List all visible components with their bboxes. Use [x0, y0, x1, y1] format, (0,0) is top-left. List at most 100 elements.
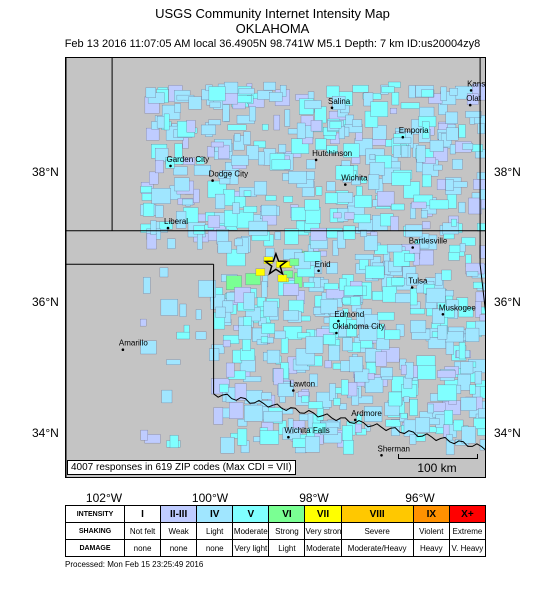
- zip-cell: [297, 332, 311, 339]
- zip-cell: [296, 122, 306, 139]
- zip-cell: [444, 410, 453, 425]
- zip-cell: [393, 137, 412, 144]
- zip-cell: [400, 364, 407, 375]
- zip-cell: [372, 125, 387, 140]
- zip-cell: [220, 437, 235, 454]
- zip-cell: [329, 121, 342, 129]
- zip-cell: [343, 225, 356, 240]
- zip-cell: [310, 227, 327, 241]
- zip-cell: [165, 159, 175, 169]
- zip-cell: [323, 334, 336, 345]
- zip-cell: [147, 92, 165, 104]
- zip-cell: [140, 318, 147, 327]
- zip-cell: [475, 301, 482, 318]
- zip-cell: [224, 210, 238, 227]
- city-marker: Sherman: [378, 444, 410, 457]
- zip-cell: [422, 221, 431, 229]
- legend-damage-cell: none: [196, 539, 234, 557]
- zip-cell: [242, 338, 251, 351]
- zip-cell: [304, 100, 322, 109]
- city-marker: Lawton: [289, 380, 315, 392]
- zip-cell: [368, 174, 380, 190]
- zip-cell: [332, 96, 346, 110]
- zip-cell: [161, 389, 173, 404]
- legend-row-header: SHAKING: [65, 522, 125, 540]
- city-label: Garden City: [167, 155, 210, 164]
- city-marker: Bartlesville: [409, 237, 448, 249]
- zip-cell: [243, 131, 251, 145]
- zip-cell: [365, 265, 385, 279]
- legend-shaking-cell: Very strong: [304, 522, 342, 540]
- legend-intensity-cell: VII: [304, 505, 342, 523]
- zip-cell: [354, 423, 362, 433]
- zip-cell: [309, 373, 318, 387]
- zip-cell: [324, 360, 332, 369]
- zip-cell: [208, 86, 226, 102]
- city-dot: [337, 319, 340, 323]
- zip-cell: [273, 368, 284, 386]
- zip-cell: [237, 428, 248, 446]
- zip-cell: [429, 140, 444, 152]
- zip-cell: [231, 155, 249, 166]
- zip-cell: [363, 92, 374, 107]
- zip-cell: [385, 419, 401, 427]
- zip-cell: [218, 172, 231, 179]
- city-dot: [469, 89, 473, 92]
- lat-label-36-right: 36°N: [494, 295, 521, 309]
- intensity-map[interactable]: Salina Emporia Kansas Olat Hutchinson Garden …: [65, 57, 486, 478]
- zip-cell: [155, 160, 164, 174]
- zip-cell: [160, 299, 178, 316]
- legend-intensity-cell: VIII: [340, 505, 414, 523]
- zip-cell: [283, 310, 299, 321]
- zip-cell: [352, 85, 369, 93]
- zip-cell: [269, 92, 283, 102]
- zip-cell: [343, 440, 354, 455]
- legend-shaking-cell: Not felt: [123, 522, 162, 540]
- zip-cell: [406, 273, 419, 286]
- zip-cell: [201, 124, 216, 135]
- city-label: Dodge City: [209, 170, 249, 179]
- zip-cell: [459, 243, 466, 253]
- legend-intensity-cell: II-III: [160, 505, 198, 523]
- zip-cell: [320, 299, 338, 314]
- zip-cell: [400, 413, 408, 419]
- zip-cell: [462, 143, 474, 150]
- city-dot: [410, 286, 414, 289]
- city-marker: Emporia: [399, 126, 429, 139]
- processed-timestamp: Processed: Mon Feb 15 23:25:49 2016: [65, 560, 204, 569]
- city-marker: Kansas: [467, 79, 486, 92]
- legend-damage-cell: Very light: [232, 539, 270, 557]
- zip-cell: [468, 197, 482, 215]
- legend-damage-cell: none: [160, 539, 198, 557]
- zip-cell: [150, 220, 157, 235]
- zip-cell: [437, 325, 448, 340]
- map-subtitle: OKLAHOMA: [235, 21, 310, 36]
- lat-label-36: 36°N: [32, 295, 59, 309]
- zip-cell: [465, 111, 482, 118]
- zip-cell: [440, 86, 447, 101]
- zip-cell: [403, 396, 410, 403]
- zip-cell: [215, 306, 226, 318]
- zip-cell: [354, 195, 373, 208]
- zip-cell: [479, 439, 486, 451]
- zip-cell: [473, 418, 486, 429]
- city-dot: [287, 435, 290, 439]
- zip-cell: [151, 188, 171, 204]
- legend-damage-cell: V. Heavy: [448, 539, 487, 557]
- zip-cell: [337, 231, 346, 249]
- zip-cell: [354, 254, 374, 260]
- zip-cell: [278, 144, 287, 153]
- legend-damage-cell: none: [123, 539, 162, 557]
- zip-cell: [176, 331, 190, 340]
- city-dot: [292, 389, 295, 392]
- city-label: Tulsa: [408, 277, 428, 286]
- zip-cell: [460, 397, 477, 411]
- lat-label-38: 38°N: [32, 165, 59, 179]
- zip-cell: [326, 145, 338, 154]
- city-marker: Wichita: [341, 174, 368, 186]
- zip-cell: [169, 435, 179, 448]
- zip-cell: [163, 113, 170, 131]
- city-label: Muskogee: [439, 303, 476, 312]
- city-dot: [401, 135, 405, 139]
- zip-cell: [453, 419, 464, 432]
